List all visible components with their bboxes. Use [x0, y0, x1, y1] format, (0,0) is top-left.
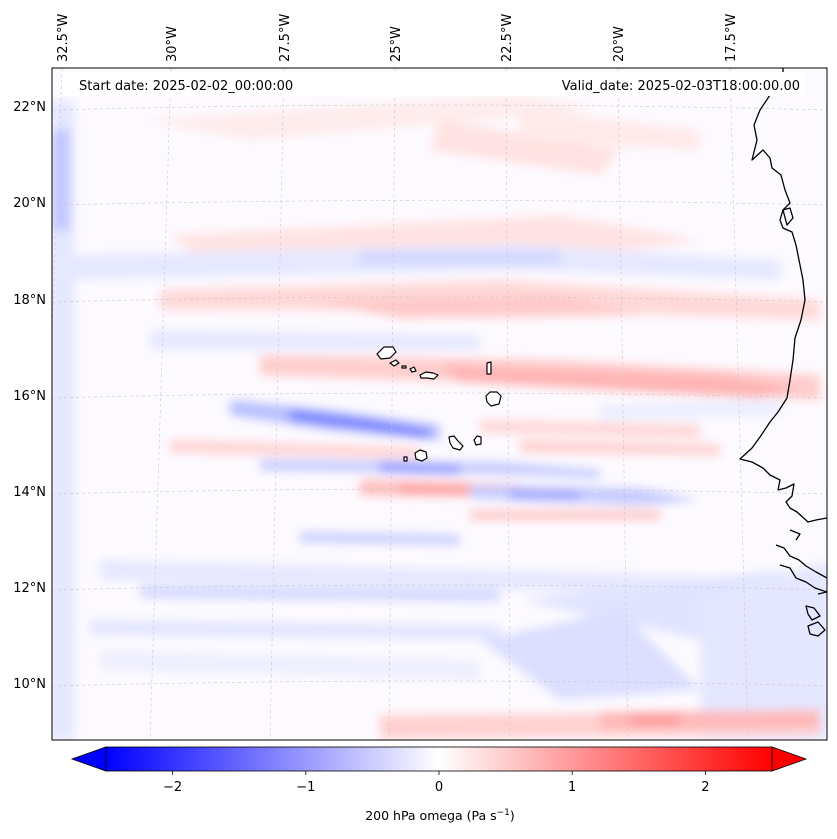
colorbar-tick-label: 2 — [701, 780, 709, 795]
lat-label-14n: 14°N — [13, 485, 46, 500]
colorbar-tick-label: −1 — [296, 780, 315, 795]
lat-label-22n: 22°N — [13, 100, 46, 115]
lat-label-10n: 10°N — [13, 677, 46, 692]
colorbar: −2 −1 0 1 2 200 hPa omega (Pa s−1) — [70, 746, 808, 823]
map-frame — [51, 67, 828, 741]
island-brava — [403, 456, 408, 462]
colorbar-extend-low — [70, 746, 107, 772]
lon-label-20w: 20°W — [612, 26, 627, 62]
lat-label-20n: 20°N — [13, 196, 46, 211]
island-maio — [473, 435, 482, 446]
island-boa-vista — [485, 391, 502, 407]
island-sao-vicente — [389, 359, 400, 367]
lon-label-30w: 30°W — [165, 26, 180, 62]
colorbar-extend-high — [771, 746, 808, 772]
island-sao-nicolau-east — [419, 371, 439, 380]
lon-label-27-5w: 27.5°W — [278, 14, 293, 62]
map-panel: Start date: 2025-02-02_00:00:00 Valid_da… — [52, 68, 827, 740]
island-fogo — [414, 449, 428, 462]
latitude-labels: 22°N 20°N 18°N 16°N 14°N 12°N 10°N — [13, 100, 46, 692]
colorbar-ticks: −2 −1 0 1 2 — [163, 771, 710, 795]
lon-label-22-5w: 22.5°W — [500, 14, 515, 62]
island-santiago — [448, 435, 464, 451]
colorbar-tick-label: −2 — [163, 780, 182, 795]
lon-label-32-5w: 32.5°W — [56, 14, 71, 62]
valid-date-label: Valid_date: 2025-02-03T18:00:00.00 — [562, 79, 800, 94]
colorbar-label: 200 hPa omega (Pa s−1) — [365, 808, 515, 823]
omega-field — [52, 95, 827, 740]
lon-label-17-5w: 17.5°W — [724, 14, 739, 62]
lat-label-18n: 18°N — [13, 293, 46, 308]
lat-label-12n: 12°N — [13, 581, 46, 596]
start-date-label: Start date: 2025-02-02_00:00:00 — [79, 79, 293, 94]
lat-label-16n: 16°N — [13, 389, 46, 404]
lon-label-25w: 25°W — [389, 26, 404, 62]
colorbar-tick-label: 0 — [435, 780, 443, 795]
date-header-band — [62, 72, 807, 96]
graticule — [52, 68, 827, 740]
cape-verde-islands — [376, 346, 502, 462]
longitude-labels: 32.5°W 30°W 27.5°W 25°W 22.5°W 20°W 17.5… — [56, 14, 739, 62]
island-santo-antao — [376, 346, 397, 360]
colorbar-gradient — [105, 746, 773, 772]
island-santa-luzia — [401, 365, 407, 369]
island-sal — [486, 361, 492, 375]
island-sao-nicolau — [409, 366, 417, 373]
africa-coastline — [739, 68, 827, 637]
colorbar-tick-label: 1 — [568, 780, 576, 795]
